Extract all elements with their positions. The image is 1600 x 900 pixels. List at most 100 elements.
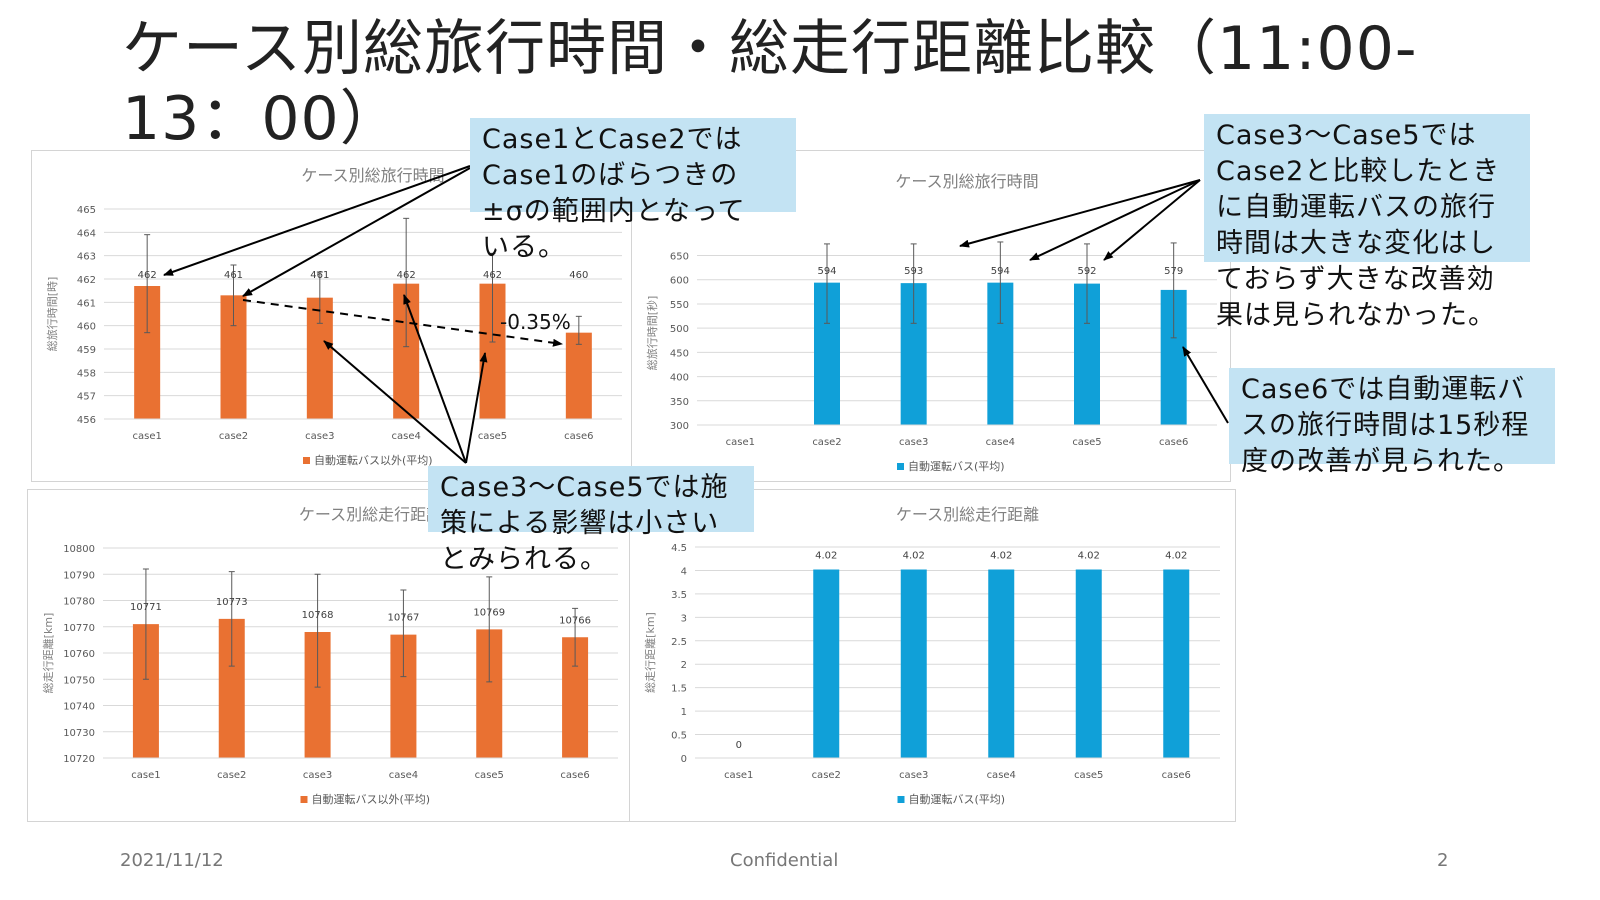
bar — [813, 569, 840, 758]
chart-title: ケース別総旅行時間 — [301, 166, 444, 185]
y-tick-label: 462 — [77, 275, 96, 286]
y-tick-label: 459 — [77, 345, 96, 356]
x-tick-label: case6 — [564, 431, 593, 442]
callout-case6-text: Case6では自動運転バ スの旅行時間は15秒程 度の改善が見られた。 — [1241, 374, 1530, 477]
data-label: 594 — [991, 266, 1010, 277]
x-tick-label: case1 — [726, 437, 755, 448]
y-tick-label: 1 — [681, 707, 687, 718]
data-label: 10766 — [559, 615, 591, 626]
x-tick-label: case1 — [132, 431, 161, 442]
callout-case1-case2-text: Case1とCase2では Case1のばらつきの ±σの範囲内となって いる。 — [482, 124, 746, 263]
bar — [1075, 569, 1102, 758]
x-tick-label: case3 — [303, 770, 332, 781]
y-tick-label: 463 — [77, 252, 96, 263]
data-label: 10773 — [216, 597, 248, 608]
chart-title: ケース別総走行距離 — [896, 505, 1039, 524]
chart-panel-distance-other: ケース別総走行距離 総走行距離[km] 10720 10730 10740 10750 10… — [27, 489, 631, 822]
legend-swatch — [303, 457, 310, 464]
x-tick-label: case6 — [1159, 437, 1188, 448]
x-tick-label: case4 — [391, 431, 420, 442]
y-tick-label: 3.5 — [671, 590, 687, 601]
y-tick-label: 0.5 — [671, 731, 687, 742]
legend-label: 自動運転バス(平均) — [909, 792, 1006, 806]
y-tick-label: 460 — [77, 322, 96, 333]
data-label: 461 — [310, 270, 329, 281]
slide-title: ケース別総旅行時間・総走行距離比較（11:00-13：00） — [122, 14, 1418, 154]
x-tick-label: case5 — [1074, 770, 1103, 781]
x-tick-label: case6 — [560, 770, 589, 781]
y-tick-label: 10800 — [63, 544, 95, 555]
data-label: 4.02 — [903, 551, 925, 562]
y-tick-label: 10790 — [63, 570, 95, 581]
y-tick-label: 1.5 — [671, 684, 687, 695]
data-label: 594 — [817, 266, 836, 277]
y-tick-label: 3 — [681, 613, 687, 624]
x-tick-label: case6 — [1162, 770, 1191, 781]
footer-date: 2021/11/12 — [120, 850, 224, 871]
data-label: 462 — [397, 270, 416, 281]
bar — [988, 569, 1015, 758]
y-tick-label: 458 — [77, 368, 96, 379]
y-tick-label: 10740 — [63, 702, 95, 713]
y-tick-label: 10750 — [63, 675, 95, 686]
x-tick-label: case2 — [217, 770, 246, 781]
x-tick-label: case3 — [899, 770, 928, 781]
x-tick-label: case5 — [478, 431, 507, 442]
footer-page-number: 2 — [1437, 850, 1449, 871]
data-label: 4.02 — [1078, 551, 1100, 562]
y-tick-label: 0 — [681, 754, 687, 765]
callout-case3-case5-measures-text: Case3～Case5では施 策による影響は小さい とみられる。 — [440, 472, 729, 575]
y-axis-label: 総旅行時間[秒] — [645, 296, 659, 371]
y-axis-label: 総走行距離[km] — [41, 613, 55, 694]
y-tick-label: 464 — [77, 228, 96, 239]
y-tick-label: 10780 — [63, 597, 95, 608]
y-tick-label: 600 — [670, 276, 689, 287]
data-label: 4.02 — [1165, 551, 1187, 562]
callout-case6: Case6では自動運転バ スの旅行時間は15秒程 度の改善が見られた。 — [1229, 368, 1555, 477]
callout-case1-case2: Case1とCase2では Case1のばらつきの ±σの範囲内となって いる。 — [470, 118, 796, 263]
callout-case3-case5-measures: Case3～Case5では施 策による影響は小さい とみられる。 — [428, 466, 754, 575]
y-tick-label: 350 — [670, 397, 689, 408]
data-label: 462 — [138, 270, 157, 281]
data-label: 10768 — [302, 610, 334, 621]
y-tick-label: 450 — [670, 348, 689, 359]
data-label: 579 — [1164, 266, 1183, 277]
legend-swatch — [897, 796, 905, 803]
data-label: 0 — [736, 740, 742, 751]
y-tick-label: 650 — [670, 252, 689, 263]
y-tick-label: 465 — [77, 205, 96, 216]
x-tick-label: case4 — [987, 770, 1016, 781]
data-label: 10767 — [388, 613, 420, 624]
legend-label: 自動運転バス以外(平均) — [314, 453, 433, 467]
data-label: 592 — [1077, 266, 1096, 277]
callout-case3-case5-bus-text: Case3～Case5では Case2と比較したとき に自動運転バスの旅行 時間… — [1216, 120, 1501, 331]
callout-case3-case5-bus: Case3～Case5では Case2と比較したとき に自動運転バスの旅行 時間… — [1204, 114, 1530, 331]
y-tick-label: 10770 — [63, 623, 95, 634]
x-tick-label: case2 — [219, 431, 248, 442]
x-tick-label: case3 — [305, 431, 334, 442]
y-tick-label: 4.5 — [671, 543, 687, 554]
y-tick-label: 500 — [670, 324, 689, 335]
y-tick-label: 457 — [77, 392, 96, 403]
bar — [565, 332, 592, 419]
data-label: 10771 — [130, 602, 162, 613]
y-tick-label: 2 — [681, 660, 687, 671]
bar — [900, 569, 927, 758]
y-axis-label: 総走行距離[km] — [643, 612, 657, 693]
change-percent-label: -0.35% — [500, 310, 571, 334]
data-label: 4.02 — [990, 551, 1012, 562]
y-tick-label: 4 — [681, 566, 687, 577]
x-tick-label: case1 — [131, 770, 160, 781]
y-tick-label: 10720 — [63, 754, 95, 765]
data-label: 460 — [569, 270, 588, 281]
data-label: 4.02 — [815, 551, 837, 562]
y-tick-label: 550 — [670, 300, 689, 311]
chart-title: ケース別総走行距離 — [299, 505, 442, 524]
footer-confidential: Confidential — [730, 850, 839, 871]
x-tick-label: case5 — [475, 770, 504, 781]
data-label: 10769 — [473, 607, 505, 618]
chart-title: ケース別総旅行時間 — [895, 172, 1038, 191]
bar — [1163, 569, 1190, 758]
legend-swatch — [300, 796, 308, 803]
